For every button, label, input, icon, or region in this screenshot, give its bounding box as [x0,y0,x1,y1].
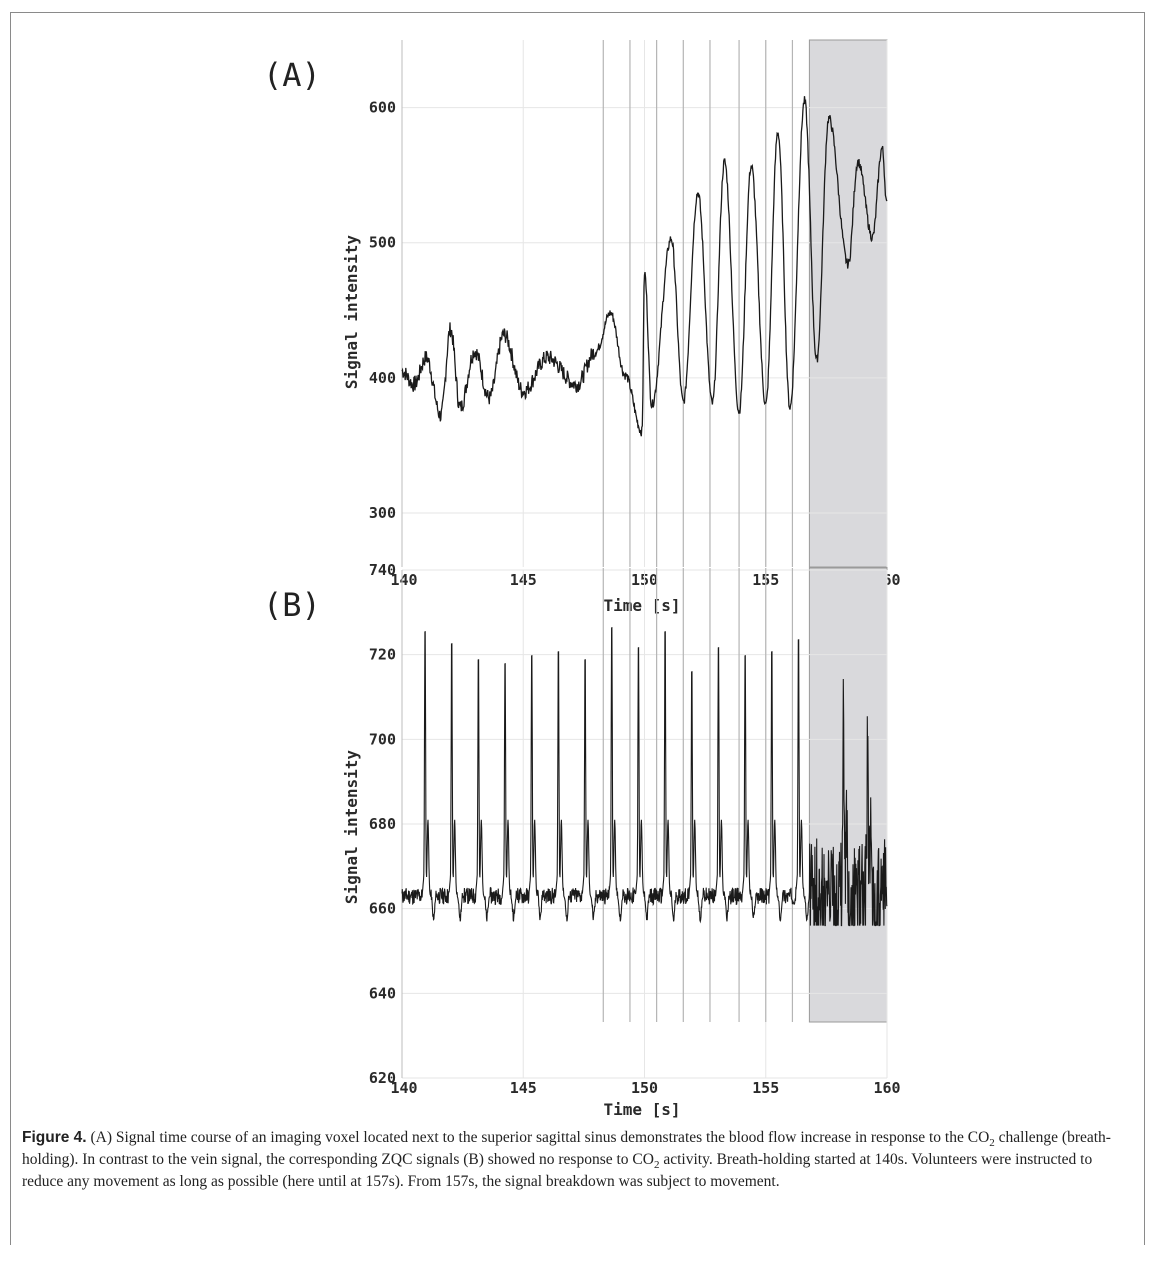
panel-b-shaded-region-layer [808,567,888,1023]
panel-b-chart: (B) 140 145 150 155 160 620 640 660 680 700 720 740… [263,561,901,1119]
panel-a-shaded-region [808,39,888,568]
figure-caption: Figure 4. (A) Signal time course of an i… [22,1127,1132,1193]
panel-b-tick-labels: 140 145 150 155 160 620 640 660 680 700 720 740 [369,561,901,1097]
panel-a-y-tick-400: 400 [369,369,396,387]
panel-b-y-tick-660: 660 [369,900,396,918]
panel-b-x-tick-145: 145 [510,1079,537,1097]
figure-canvas: (A) 140 145 150 155 160 300 400 500 600 Time [s]… [263,39,901,1119]
panel-b-y-tick-620: 620 [369,1069,396,1087]
panel-b-x-tick-150: 150 [631,1079,658,1097]
panel-a-y-tick-600: 600 [369,99,396,117]
panel-b-y-tick-680: 680 [369,815,396,833]
panel-a-shaded-region-layer [808,39,888,568]
figure-caption-text-1: (A) Signal time course of an imaging vox… [86,1129,990,1146]
panel-b-y-tick-700: 700 [369,730,396,748]
panel-b-y-axis-label: Signal intensity [342,750,361,904]
panel-a-marker-lines [602,40,794,567]
panel-b-y-tick-720: 720 [369,646,396,664]
figure-caption-subscript-2: 2 [653,1159,660,1172]
panel-a-series-line [401,96,888,437]
panel-a-x-axis-label: Time [s] [603,596,680,615]
panel-b-label: (B) [263,586,321,624]
panel-b-x-tick-155: 155 [752,1079,779,1097]
panel-b-series-line [401,627,888,927]
figure-frame [10,12,1145,1245]
figure-caption-text-3: activity. Breath-holding started at 140s… [22,1151,1093,1190]
panel-b-marker-lines [602,568,794,1022]
panel-b-shaded-region [808,567,888,1023]
figure-caption-subscript-1: 2 [989,1137,995,1150]
panel-a-label: (A) [263,56,321,94]
panel-a-y-tick-500: 500 [369,234,396,252]
figure-caption-label: Figure 4. [22,1129,87,1146]
panel-b-grid [401,569,888,1079]
panel-a-y-axis-label: Signal intensity [342,235,361,389]
panel-b-x-tick-140: 140 [390,1079,417,1097]
panel-a-y-tick-300: 300 [369,504,396,522]
panel-b-x-axis-label: Time [s] [603,1100,680,1119]
panel-a-chart: (A) 140145150155160300400500600 Time [s]… [263,39,901,615]
panel-a-x-tick-140: 140 [390,571,417,589]
panel-b-y-tick-640: 640 [369,984,396,1002]
figure-caption-text-2: challenge (breath-holding). In contrast … [22,1129,1111,1168]
panel-b-y-tick-740: 740 [369,561,396,579]
panel-b-x-tick-160: 160 [873,1079,900,1097]
